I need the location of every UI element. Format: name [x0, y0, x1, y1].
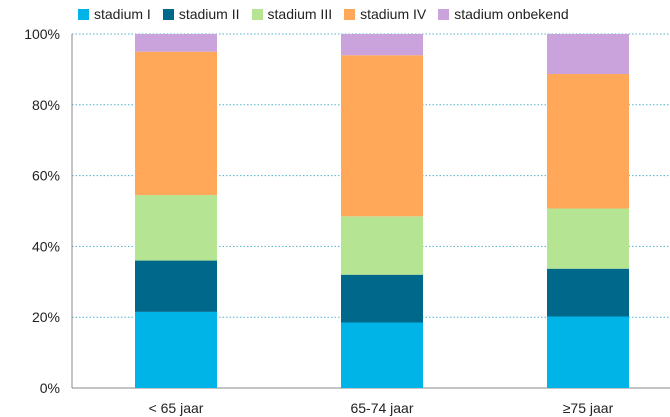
- bar-segment: [341, 34, 423, 56]
- legend-swatch-stadium-4: [344, 8, 356, 20]
- legend-swatch-stadium-onbekend: [438, 8, 450, 20]
- bar-segment: [135, 260, 217, 312]
- legend-item-stadium-3: stadium III: [251, 6, 333, 22]
- legend-swatch-stadium-3: [251, 8, 263, 20]
- legend-item-stadium-4: stadium IV: [344, 6, 426, 22]
- y-tick-label: 100%: [24, 26, 60, 42]
- bar-segment: [547, 74, 629, 209]
- bar-segment: [135, 195, 217, 261]
- x-tick-label: ≥75 jaar: [563, 400, 614, 416]
- x-tick-label: < 65 jaar: [149, 400, 204, 416]
- bar-segment: [341, 274, 423, 323]
- legend-item-stadium-onbekend: stadium onbekend: [438, 6, 569, 22]
- legend-swatch-stadium-1: [78, 8, 89, 20]
- x-tick-label: 65-74 jaar: [350, 400, 413, 416]
- legend-label-stadium-3: stadium III: [267, 6, 333, 22]
- bar-segment: [135, 51, 217, 196]
- y-tick-label: 20%: [32, 309, 60, 325]
- legend: stadium I stadium II stadium III stadium…: [78, 6, 569, 22]
- y-tick-label: 80%: [32, 97, 60, 113]
- bar-segment: [135, 311, 217, 388]
- bar-segment: [135, 34, 217, 52]
- legend-item-stadium-1: stadium I: [78, 6, 151, 22]
- y-tick-label: 60%: [32, 168, 60, 184]
- bar-segment: [341, 55, 423, 217]
- legend-swatch-stadium-2: [162, 8, 174, 20]
- bar-segment: [547, 316, 629, 388]
- legend-label-stadium-4: stadium IV: [360, 6, 427, 22]
- legend-label-stadium-1: stadium I: [94, 6, 151, 22]
- y-tick-label: 40%: [32, 238, 60, 254]
- y-tick-label: 0%: [40, 380, 60, 396]
- bar-segment: [341, 322, 423, 388]
- bar-segment: [341, 216, 423, 275]
- bar-segment: [547, 34, 629, 75]
- bar-segment: [547, 268, 629, 317]
- legend-label-stadium-onbekend: stadium onbekend: [454, 6, 569, 22]
- legend-item-stadium-2: stadium II: [162, 6, 240, 22]
- legend-label-stadium-2: stadium II: [178, 6, 240, 22]
- bar-segment: [547, 208, 629, 269]
